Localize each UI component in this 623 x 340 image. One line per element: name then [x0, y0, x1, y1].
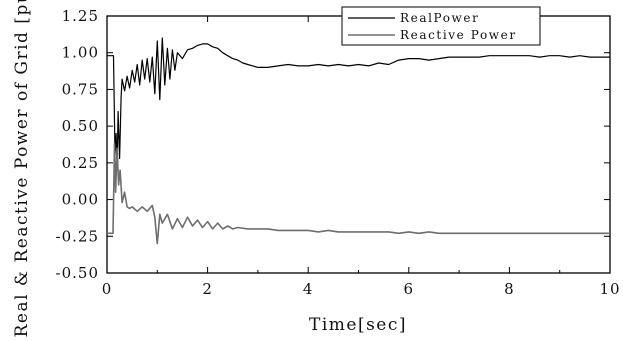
y-tick-label: 0.00: [62, 191, 99, 209]
x-tick-label: 6: [404, 280, 415, 298]
x-tick-label: 8: [504, 280, 515, 298]
legend-label-reactive: Reactive Power: [400, 28, 517, 42]
series-line-reactive-power: [107, 143, 610, 245]
x-tick-label: 10: [599, 280, 620, 298]
y-axis-label: Real & Reactive Power of Grid [pu]: [12, 0, 32, 337]
legend: RealPower Reactive Power: [341, 6, 541, 46]
y-tick-label: -0.25: [56, 227, 99, 245]
y-tick-label: 1.00: [62, 44, 99, 62]
x-tick-label: 4: [303, 280, 314, 298]
y-tick-label: 0.50: [62, 117, 99, 135]
x-tick-label: 0: [102, 280, 113, 298]
series-layer: [107, 37, 610, 245]
plot-frame: [106, 15, 611, 274]
x-axis-label: Time[sec]: [309, 315, 407, 335]
series-line-real-power: [107, 37, 610, 171]
y-tick-label: -0.50: [56, 264, 99, 282]
y-tick-label: 1.25: [62, 7, 99, 25]
x-tick-label: 2: [202, 280, 213, 298]
legend-label-real: RealPower: [400, 11, 479, 25]
y-tick-label: 0.75: [62, 80, 99, 98]
legend-box: [341, 6, 541, 46]
axis-ticks: 1.25 1.00 0.75 0.50 0.25 0.00 -0.25 -0.500 2 4 6 8 1…: [56, 7, 620, 298]
y-tick-label: 0.25: [62, 154, 99, 172]
